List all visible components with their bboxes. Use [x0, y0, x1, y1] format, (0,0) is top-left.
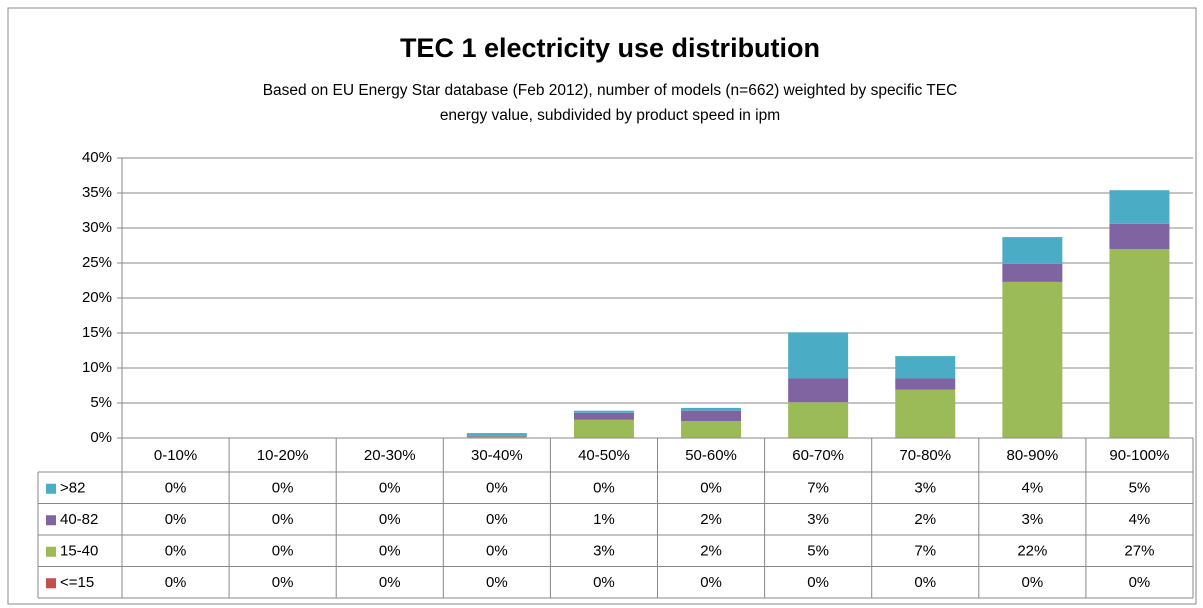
bar-segment: [895, 356, 956, 379]
bar-segment: [1109, 223, 1170, 249]
table-value: 1%: [593, 511, 615, 528]
table-value: 0%: [272, 480, 294, 497]
legend-key: [46, 578, 56, 589]
bar-segment: [573, 412, 634, 420]
bar-segment: [466, 436, 527, 438]
legend-key: [46, 546, 56, 557]
bar-segment: [788, 332, 849, 379]
table-value: 0%: [272, 574, 294, 591]
table-value: 0%: [807, 574, 829, 591]
table-value: 0%: [486, 480, 508, 497]
y-tick-label: 35%: [82, 184, 112, 201]
table-value: 0%: [165, 511, 187, 528]
y-tick-label: 15%: [82, 324, 112, 341]
y-tick-label: 30%: [82, 219, 112, 236]
table-value: 2%: [700, 543, 722, 560]
legend-label: 15-40: [60, 543, 98, 560]
table-value: 4%: [1022, 480, 1044, 497]
chart-subtitle: energy value, subdivided by product spee…: [440, 107, 780, 124]
table-value: 0%: [165, 574, 187, 591]
x-tick-label: 20-30%: [364, 447, 416, 464]
table-value: 5%: [1129, 480, 1151, 497]
table-value: 0%: [593, 480, 615, 497]
table-value: 0%: [272, 511, 294, 528]
y-tick-label: 40%: [82, 149, 112, 166]
bar-segment: [681, 421, 742, 438]
table-value: 0%: [165, 480, 187, 497]
legend-label: <=15: [60, 574, 94, 591]
bar-segment: [1109, 190, 1170, 224]
bar-segment: [788, 402, 849, 438]
table-value: 3%: [807, 511, 829, 528]
y-tick-label: 10%: [82, 359, 112, 376]
legend-label: >82: [60, 480, 85, 497]
bar-segment: [466, 435, 527, 437]
bar-segment: [895, 378, 956, 390]
table-value: 0%: [700, 574, 722, 591]
table-value: 3%: [914, 480, 936, 497]
y-tick-label: 5%: [90, 394, 112, 411]
legend-key: [46, 515, 56, 526]
table-value: 5%: [807, 543, 829, 560]
table-value: 7%: [807, 480, 829, 497]
table-value: 0%: [1022, 574, 1044, 591]
table-value: 0%: [272, 543, 294, 560]
table-value: 0%: [379, 511, 401, 528]
bar-segment: [1002, 281, 1063, 438]
bar-segment: [466, 433, 527, 436]
x-tick-label: 30-40%: [471, 447, 523, 464]
y-tick-label: 0%: [90, 429, 112, 446]
bar-segment: [681, 410, 742, 422]
legend-key: [46, 483, 56, 494]
y-tick-label: 25%: [82, 254, 112, 271]
x-tick-label: 90-100%: [1109, 447, 1169, 464]
x-tick-label: 80-90%: [1006, 447, 1058, 464]
legend-label: 40-82: [60, 511, 98, 528]
table-value: 27%: [1124, 543, 1154, 560]
table-value: 3%: [1022, 511, 1044, 528]
chart-subtitle: Based on EU Energy Star database (Feb 20…: [263, 82, 958, 99]
table-value: 0%: [165, 543, 187, 560]
x-tick-label: 0-10%: [154, 447, 197, 464]
x-tick-label: 50-60%: [685, 447, 737, 464]
y-tick-label: 20%: [82, 289, 112, 306]
table-value: 0%: [593, 574, 615, 591]
x-tick-label: 70-80%: [899, 447, 951, 464]
table-value: 0%: [379, 480, 401, 497]
table-value: 2%: [700, 511, 722, 528]
table-value: 0%: [1129, 574, 1151, 591]
table-value: 0%: [486, 574, 508, 591]
table-value: 0%: [379, 543, 401, 560]
table-value: 22%: [1017, 543, 1047, 560]
table-value: 0%: [379, 574, 401, 591]
x-tick-label: 40-50%: [578, 447, 630, 464]
bar-segment: [1002, 263, 1063, 282]
x-tick-label: 10-20%: [257, 447, 309, 464]
table-value: 2%: [914, 511, 936, 528]
x-tick-label: 60-70%: [792, 447, 844, 464]
table-value: 0%: [700, 480, 722, 497]
bar-segment: [573, 419, 634, 438]
bar-segment: [1109, 249, 1170, 438]
bar-segment: [895, 389, 956, 438]
bar-segment: [1002, 237, 1063, 264]
bar-segment: [681, 407, 742, 411]
chart-border: [7, 7, 1197, 605]
bar-segment: [573, 410, 634, 413]
table-value: 4%: [1129, 511, 1151, 528]
table-value: 0%: [486, 543, 508, 560]
table-value: 3%: [593, 543, 615, 560]
bar-segment: [788, 378, 849, 403]
chart-title: TEC 1 electricity use distribution: [400, 33, 820, 63]
table-value: 7%: [914, 543, 936, 560]
table-value: 0%: [486, 511, 508, 528]
table-value: 0%: [914, 574, 936, 591]
